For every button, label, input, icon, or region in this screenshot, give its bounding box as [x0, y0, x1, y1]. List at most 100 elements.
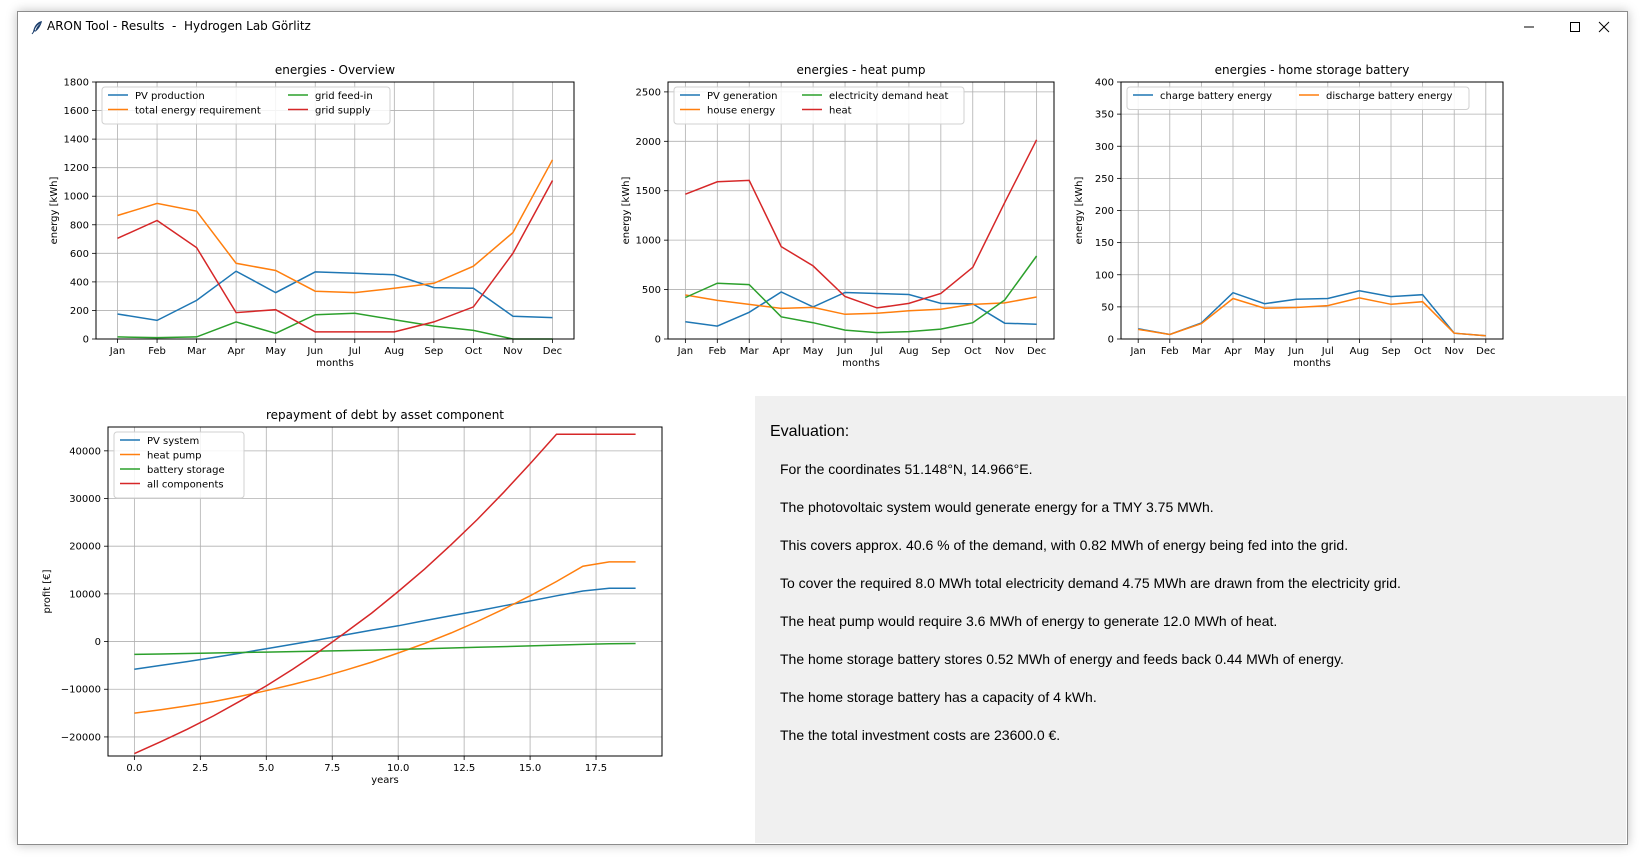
- x-tick-label: May: [803, 346, 824, 357]
- x-tick-label: Jul: [870, 346, 883, 357]
- chart-energies-home-storage-battery: Jan Feb Mar Apr May Jun Jul Aug Sep Oct Nov Dec 0 50 1…: [1074, 63, 1504, 369]
- x-tick-label: 12.5: [453, 763, 475, 774]
- x-tick-label: Sep: [931, 346, 950, 357]
- series-line-total-energy-requirement: [117, 159, 554, 294]
- close-button[interactable]: [1581, 12, 1627, 43]
- x-tick-label: Nov: [995, 346, 1015, 357]
- y-tick-label: 1800: [64, 78, 89, 89]
- x-tick-label: Aug: [385, 346, 405, 357]
- x-tick-label: Aug: [1350, 346, 1370, 357]
- x-tick-label: Jun: [306, 346, 323, 357]
- y-tick-label: 1500: [636, 186, 661, 197]
- legend-label: PV generation: [707, 91, 777, 102]
- y-axis-label: energy [kWh]: [621, 176, 632, 244]
- series-line-pv-system: [134, 587, 636, 670]
- y-tick-label: 200: [1095, 206, 1114, 217]
- y-tick-label: 100: [1095, 270, 1114, 281]
- x-tick-label: 2.5: [192, 763, 208, 774]
- x-tick-label: Mar: [187, 346, 207, 357]
- y-tick-label: 400: [70, 277, 89, 288]
- series-line-pv-production: [117, 270, 553, 322]
- y-tick-label: 400: [1095, 78, 1114, 89]
- legend-box: [673, 86, 965, 125]
- y-tick-label: 1400: [64, 135, 89, 146]
- y-tick-label: 30000: [69, 494, 101, 505]
- evaluation-line-coordinates: For the coordinates 51.148°N, 14.966°E.: [780, 461, 1033, 477]
- legend-label: grid supply: [315, 106, 371, 117]
- x-tick-label: Feb: [1161, 346, 1179, 357]
- y-tick-label: 250: [1095, 174, 1114, 185]
- y-tick-label: 0: [1108, 335, 1114, 346]
- y-axis-label: energy [kWh]: [1074, 176, 1085, 244]
- y-tick-label: 200: [70, 306, 89, 317]
- close-icon: [1598, 18, 1610, 37]
- x-tick-label: Apr: [1224, 346, 1242, 357]
- series-line-discharge-battery-energy: [1138, 297, 1486, 337]
- y-tick-label: 2500: [636, 87, 661, 98]
- x-tick-label: Feb: [148, 346, 166, 357]
- x-tick-label: Dec: [543, 346, 562, 357]
- y-tick-label: 1200: [64, 163, 89, 174]
- evaluation-line-pv-generation: The photovoltaic system would generate e…: [780, 499, 1214, 515]
- plot-frame: [1120, 81, 1504, 340]
- y-axis-label: energy [kWh]: [49, 176, 60, 244]
- legend-label: PV production: [135, 91, 205, 102]
- plot-frame: [667, 81, 1055, 340]
- chart-title: energies - home storage battery: [1215, 63, 1410, 77]
- chart-energies-overview: Jan Feb Mar Apr May Jun Jul Aug Sep Oct Nov Dec 0 200…: [49, 63, 575, 369]
- x-tick-label: Jul: [1321, 346, 1334, 357]
- legend-label: all components: [147, 480, 224, 491]
- chart-title: energies - Overview: [275, 63, 395, 77]
- plot-frame: [107, 426, 663, 757]
- chart-title: energies - heat pump: [796, 63, 925, 77]
- x-tick-label: Oct: [465, 346, 482, 357]
- x-tick-label: 0.0: [126, 763, 142, 774]
- x-tick-label: 17.5: [585, 763, 607, 774]
- x-tick-label: Jul: [348, 346, 361, 357]
- y-tick-label: 600: [70, 249, 89, 260]
- legend-label: grid feed-in: [315, 91, 373, 102]
- y-tick-label: 20000: [69, 542, 101, 553]
- maximize-button[interactable]: [1552, 12, 1598, 43]
- evaluation-line-battery-storage: The home storage battery stores 0.52 MWh…: [780, 651, 1344, 667]
- title-bar[interactable]: ARON Tool - Results - Hydrogen Lab Görli…: [18, 12, 1627, 43]
- x-tick-label: Apr: [773, 346, 791, 357]
- x-tick-label: Mar: [1192, 346, 1212, 357]
- evaluation-line-heat-pump: The heat pump would require 3.6 MWh of e…: [780, 613, 1278, 629]
- feather-icon: [29, 19, 45, 35]
- legend-label: heat pump: [147, 451, 202, 462]
- series-line-house-energy: [685, 294, 1037, 316]
- x-tick-label: 5.0: [258, 763, 274, 774]
- x-tick-label: Jun: [836, 346, 853, 357]
- legend-label: heat: [829, 106, 852, 117]
- y-tick-label: 1000: [636, 236, 661, 247]
- minimize-button[interactable]: [1506, 12, 1552, 43]
- x-tick-label: Aug: [899, 346, 919, 357]
- y-tick-label: 1600: [64, 106, 89, 117]
- x-tick-label: 7.5: [324, 763, 340, 774]
- x-tick-label: 15.0: [519, 763, 541, 774]
- x-tick-label: May: [1254, 346, 1275, 357]
- y-tick-label: −10000: [61, 685, 101, 696]
- evaluation-title: Evaluation:: [770, 423, 850, 440]
- y-tick-label: 40000: [69, 446, 101, 457]
- y-tick-label: 0: [83, 335, 89, 346]
- series-line-grid-feed-in: [117, 312, 553, 340]
- chart-repayment-of-debt: 0.0 2.5 5.0 7.5 10.0 12.5 15.0 17.5 −20000 −10000…: [42, 408, 663, 786]
- chart-energies-heat-pump: Jan Feb Mar Apr May Jun Jul Aug Sep Oct Nov Dec 0 500…: [621, 63, 1055, 369]
- series-line-pv-generation: [685, 291, 1037, 327]
- legend-label: charge battery energy: [1160, 91, 1272, 102]
- x-tick-label: Feb: [708, 346, 726, 357]
- y-tick-label: 0: [655, 335, 661, 346]
- legend-label: battery storage: [147, 465, 225, 476]
- x-tick-label: Oct: [964, 346, 981, 357]
- x-tick-label: May: [265, 346, 286, 357]
- y-tick-label: −20000: [61, 732, 101, 743]
- evaluation-panel: Evaluation: For the coordinates 51.148°N…: [755, 396, 1626, 843]
- x-tick-label: Jan: [677, 346, 693, 357]
- evaluation-line-grid-draw: To cover the required 8.0 MWh total elec…: [780, 575, 1401, 591]
- x-tick-label: Sep: [1382, 346, 1401, 357]
- y-tick-label: 150: [1095, 238, 1114, 249]
- y-tick-label: 2000: [636, 137, 661, 148]
- x-tick-label: Nov: [1444, 346, 1464, 357]
